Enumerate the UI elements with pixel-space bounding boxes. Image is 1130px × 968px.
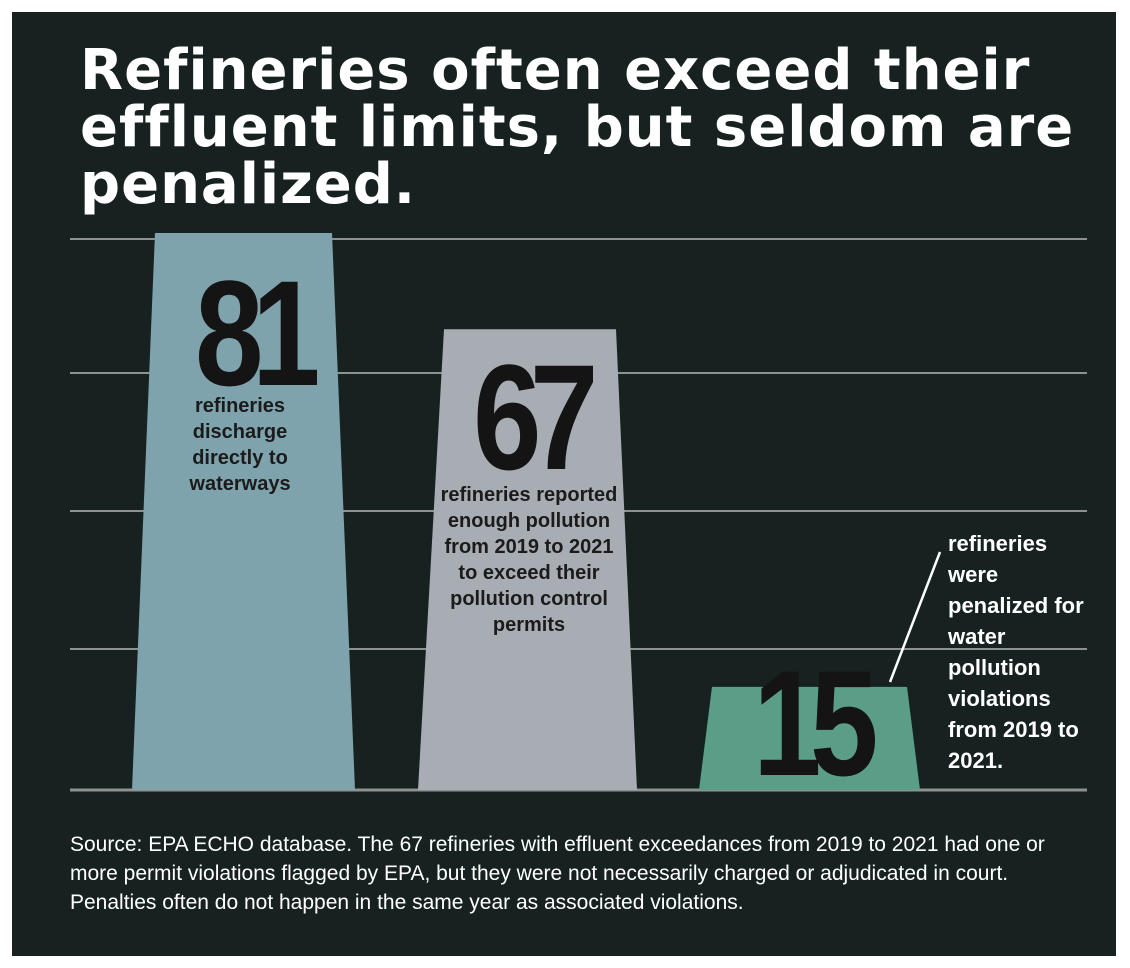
source-note: Source: EPA ECHO database. The 67 refine… <box>70 833 1045 914</box>
chart-title: Refineries often exceed their effluent l… <box>80 38 1075 217</box>
bar-1 <box>132 233 355 790</box>
bar-value-label-2: 67 <box>473 333 598 501</box>
bar-2 <box>418 329 637 790</box>
callout-line <box>888 551 942 683</box>
bar-3 <box>699 686 920 790</box>
bar-category-label-2: refineries reported enough pollution fro… <box>440 484 618 636</box>
bar-value-label-3: 15 <box>753 639 878 807</box>
bar-value-label-1: 81 <box>195 249 320 417</box>
bar-category-label-3: refineries were penalized for water poll… <box>948 531 1084 773</box>
bar-category-label-1: refineries discharge directly to waterwa… <box>189 395 291 495</box>
